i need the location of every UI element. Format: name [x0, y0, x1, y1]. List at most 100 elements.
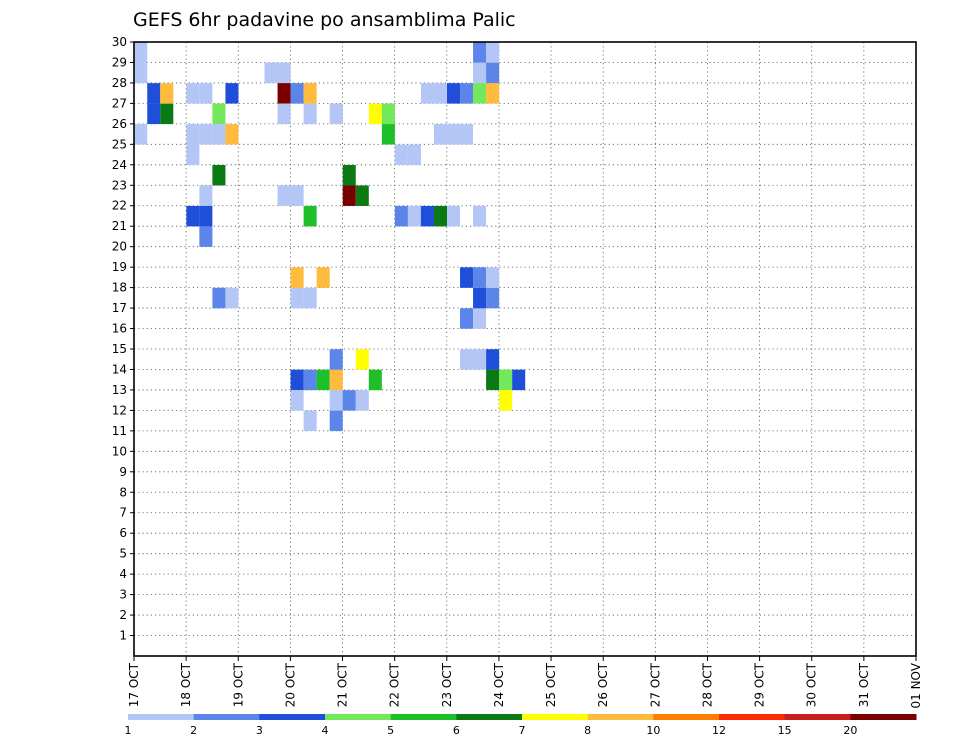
x-tick-label: 18 OCT	[179, 662, 193, 707]
data-cell	[368, 103, 382, 125]
data-cell	[499, 390, 513, 411]
colorbar-label: 12	[712, 724, 726, 737]
colorbar-swatch	[784, 714, 851, 720]
data-cell	[212, 124, 226, 145]
data-cell	[433, 205, 447, 227]
data-cell	[147, 103, 161, 125]
data-cell	[473, 308, 487, 329]
data-cell	[460, 83, 474, 104]
data-cell	[277, 103, 291, 125]
colorbar-swatch	[456, 714, 523, 720]
x-tick-label: 01 NOV	[909, 662, 923, 708]
colorbar-label: 6	[453, 724, 460, 737]
data-cell	[394, 205, 408, 227]
y-tick-label: 4	[119, 567, 127, 581]
data-cell	[160, 83, 174, 104]
colorbar-swatch	[522, 714, 589, 720]
data-cell	[186, 124, 200, 145]
data-cell	[303, 410, 317, 432]
data-cell	[447, 205, 461, 227]
y-tick-label: 12	[112, 403, 127, 417]
colorbar-swatch	[259, 714, 326, 720]
x-tick-label: 20 OCT	[283, 662, 297, 707]
y-tick-label: 30	[112, 35, 127, 49]
data-cell	[316, 369, 330, 391]
data-cell	[486, 62, 500, 84]
colorbar-label: 4	[322, 724, 329, 737]
data-cell	[199, 226, 213, 247]
data-cell	[512, 369, 526, 391]
colorbar-label: 5	[387, 724, 394, 737]
data-cell	[329, 410, 343, 432]
colorbar-swatch	[653, 714, 720, 720]
data-cell	[342, 185, 356, 206]
data-cell	[316, 267, 330, 288]
data-cell	[134, 42, 148, 63]
data-cell	[199, 185, 213, 206]
data-cell	[460, 124, 474, 145]
data-cell	[160, 103, 174, 125]
y-axis-ticks: 1234567891011121314151617181920212223242…	[112, 35, 134, 643]
data-cell	[473, 287, 487, 309]
data-cell	[407, 205, 421, 227]
data-cell	[420, 83, 434, 104]
x-tick-label: 19 OCT	[231, 662, 245, 707]
x-axis-ticks: 17 OCT 18 OCT 19 OCT 20 OCT 21 OCT 22 OCT 23 O…	[127, 656, 923, 709]
data-cell	[303, 287, 317, 309]
y-tick-label: 19	[112, 260, 127, 274]
data-cell	[303, 83, 317, 104]
data-cell	[486, 83, 500, 104]
y-tick-label: 14	[112, 362, 127, 376]
data-cell	[290, 287, 304, 309]
y-tick-label: 9	[119, 465, 127, 479]
data-cell	[134, 124, 148, 145]
data-cell	[277, 83, 291, 104]
y-tick-label: 17	[112, 301, 127, 315]
y-tick-label: 8	[119, 485, 127, 499]
colorbar-label: 3	[256, 724, 263, 737]
data-cell	[290, 267, 304, 288]
y-tick-label: 24	[112, 158, 127, 172]
colorbar-label: 1	[125, 724, 132, 737]
data-cell	[329, 390, 343, 411]
colorbar-swatch	[128, 714, 195, 720]
data-cell	[212, 165, 226, 186]
data-cell	[186, 205, 200, 227]
y-tick-label: 29	[112, 55, 127, 69]
data-cell	[473, 267, 487, 288]
colorbar-swatch	[193, 714, 260, 720]
x-tick-label: 26 OCT	[596, 662, 610, 707]
y-tick-label: 5	[119, 547, 127, 561]
x-tick-label: 23 OCT	[440, 662, 454, 707]
data-cell	[355, 185, 369, 206]
data-cell	[473, 42, 487, 63]
data-cell	[486, 42, 500, 63]
y-tick-label: 7	[119, 506, 127, 520]
data-cell	[225, 83, 239, 104]
colorbar-label: 2	[190, 724, 197, 737]
y-tick-label: 6	[119, 526, 127, 540]
colorbar-swatch	[390, 714, 457, 720]
colorbar-label: 7	[519, 724, 526, 737]
chart-title: GEFS 6hr padavine po ansamblima Palic	[133, 9, 516, 31]
data-cell	[290, 369, 304, 391]
data-cell	[486, 349, 500, 370]
y-tick-label: 16	[112, 322, 127, 336]
grid-lines	[134, 42, 916, 656]
data-cell	[303, 205, 317, 227]
y-tick-label: 28	[112, 76, 127, 90]
y-tick-label: 25	[112, 137, 127, 151]
x-tick-label: 28 OCT	[700, 662, 714, 707]
colorbar-swatch	[719, 714, 786, 720]
data-cell	[420, 205, 434, 227]
x-tick-label: 27 OCT	[648, 662, 662, 707]
data-cell	[473, 62, 487, 84]
data-cell	[355, 349, 369, 370]
data-cell	[303, 103, 317, 125]
data-cell	[199, 83, 213, 104]
data-cell	[225, 287, 239, 309]
data-cell	[460, 349, 474, 370]
y-tick-label: 23	[112, 178, 127, 192]
colorbar-swatch	[587, 714, 654, 720]
